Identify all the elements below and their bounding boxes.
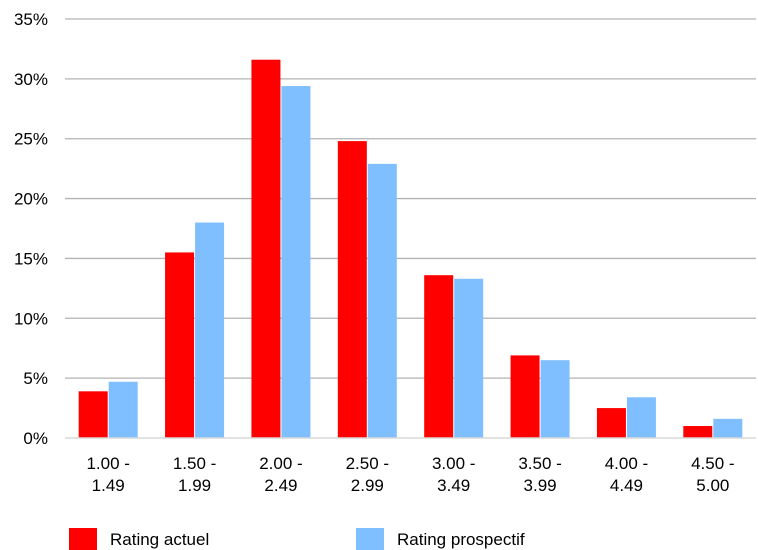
bar-rating-actuel — [683, 426, 713, 438]
x-tick-label: 2.50 -2.99 — [346, 454, 389, 495]
bar-rating-prospectif — [626, 397, 656, 438]
bar-rating-prospectif — [367, 163, 397, 438]
x-tick-label: 3.50 -3.99 — [518, 454, 561, 495]
x-tick-label: 4.00 -4.49 — [605, 454, 648, 495]
bar-rating-prospectif — [281, 86, 311, 438]
bars — [78, 59, 743, 439]
x-tick-label: 2.00 -2.49 — [259, 454, 302, 495]
y-axis-ticks: 0% 5% 10% 15% 20% 25% 30% 35% — [14, 10, 48, 448]
bar-rating-actuel — [337, 141, 367, 438]
x-tick-label: 3.00 -3.49 — [432, 454, 475, 495]
bar-rating-actuel — [78, 391, 108, 438]
x-tick-label: 1.50 -1.99 — [173, 454, 216, 495]
y-tick-label: 15% — [14, 249, 48, 268]
legend-label: Rating actuel — [110, 530, 209, 549]
bar-rating-prospectif — [540, 360, 570, 438]
y-tick-label: 35% — [14, 10, 48, 29]
bar-rating-actuel — [251, 59, 281, 439]
bar-rating-prospectif — [454, 278, 484, 438]
x-axis-ticks: 1.00 -1.49 1.50 -1.99 2.00 -2.49 2.50 -2.99… — [86, 454, 734, 495]
bar-rating-actuel — [510, 355, 540, 438]
y-tick-label: 5% — [23, 369, 48, 388]
y-tick-label: 30% — [14, 70, 48, 89]
y-tick-label: 10% — [14, 309, 48, 328]
y-tick-label: 25% — [14, 130, 48, 149]
y-tick-label: 0% — [23, 429, 48, 448]
x-tick-label: 1.00 -1.49 — [86, 454, 129, 495]
bar-rating-prospectif — [713, 418, 743, 438]
bar-rating-prospectif — [195, 222, 225, 438]
x-tick-label: 4.50 -5.00 — [691, 454, 734, 495]
bar-rating-prospectif — [108, 381, 138, 438]
legend: Rating actuel Rating prospectif — [69, 528, 525, 550]
legend-label: Rating prospectif — [397, 530, 525, 549]
y-tick-label: 20% — [14, 190, 48, 209]
bar-rating-actuel — [424, 275, 454, 438]
bar-rating-actuel — [596, 408, 626, 438]
legend-swatch — [69, 528, 97, 550]
bar-rating-actuel — [165, 252, 195, 438]
legend-swatch — [356, 528, 384, 550]
